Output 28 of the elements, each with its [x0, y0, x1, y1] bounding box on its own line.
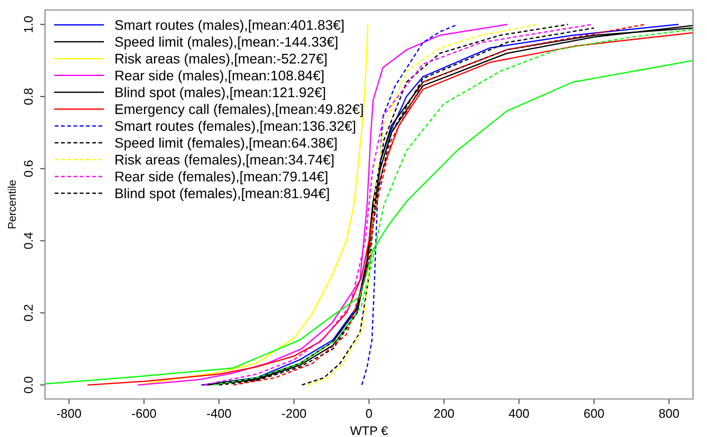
x-tick-label: 800 [659, 409, 679, 418]
x-axis-title: WTP € [350, 426, 388, 436]
x-tick-label: -200 [282, 409, 306, 418]
legend-label: Speed limit (males),[mean:-144.33€] [115, 36, 338, 50]
legend-label: Rear side (females),[mean:79.14€] [116, 171, 328, 184]
y-tick-label: 0.2 [24, 304, 33, 322]
x-tick-label: -400 [207, 409, 232, 418]
x-tick-label: 400 [508, 409, 529, 418]
y-tick-label: 0.4 [24, 232, 33, 249]
x-tick-label: 200 [434, 409, 454, 418]
x-tick-label: -800 [57, 409, 82, 418]
y-tick-label: 0.8 [24, 88, 33, 105]
legend-label: Blind spot (males),[mean:121.92€] [116, 87, 325, 100]
x-tick-label: 600 [584, 409, 604, 418]
legend-label: Emergency call (females),[mean:49.82€] [116, 104, 363, 117]
legend-label: Smart routes (males),[mean:401.83€] [115, 20, 344, 33]
legend-label: Rear side (males),[mean:108.84€] [116, 70, 324, 84]
y-tick-label: 0.0 [24, 376, 33, 394]
legend-label: Smart routes (females),[mean:136.32€] [115, 120, 356, 134]
legend-label: Risk areas (females),[mean:34.74€] [116, 154, 334, 168]
x-tick-label: 0 [366, 409, 372, 418]
legend-label: Speed limit (females),[mean:64.38€] [115, 138, 337, 151]
legend-label: Blind spot (females),[mean:81.94€] [116, 188, 329, 202]
x-tick-label: -600 [132, 409, 156, 418]
legend-label: Risk areas (males),[mean:-52.27€] [116, 53, 326, 66]
y-axis-title: Percentile [8, 180, 16, 228]
y-tick-label: 1.0 [24, 16, 33, 32]
y-tick-label: 0.6 [24, 160, 33, 177]
